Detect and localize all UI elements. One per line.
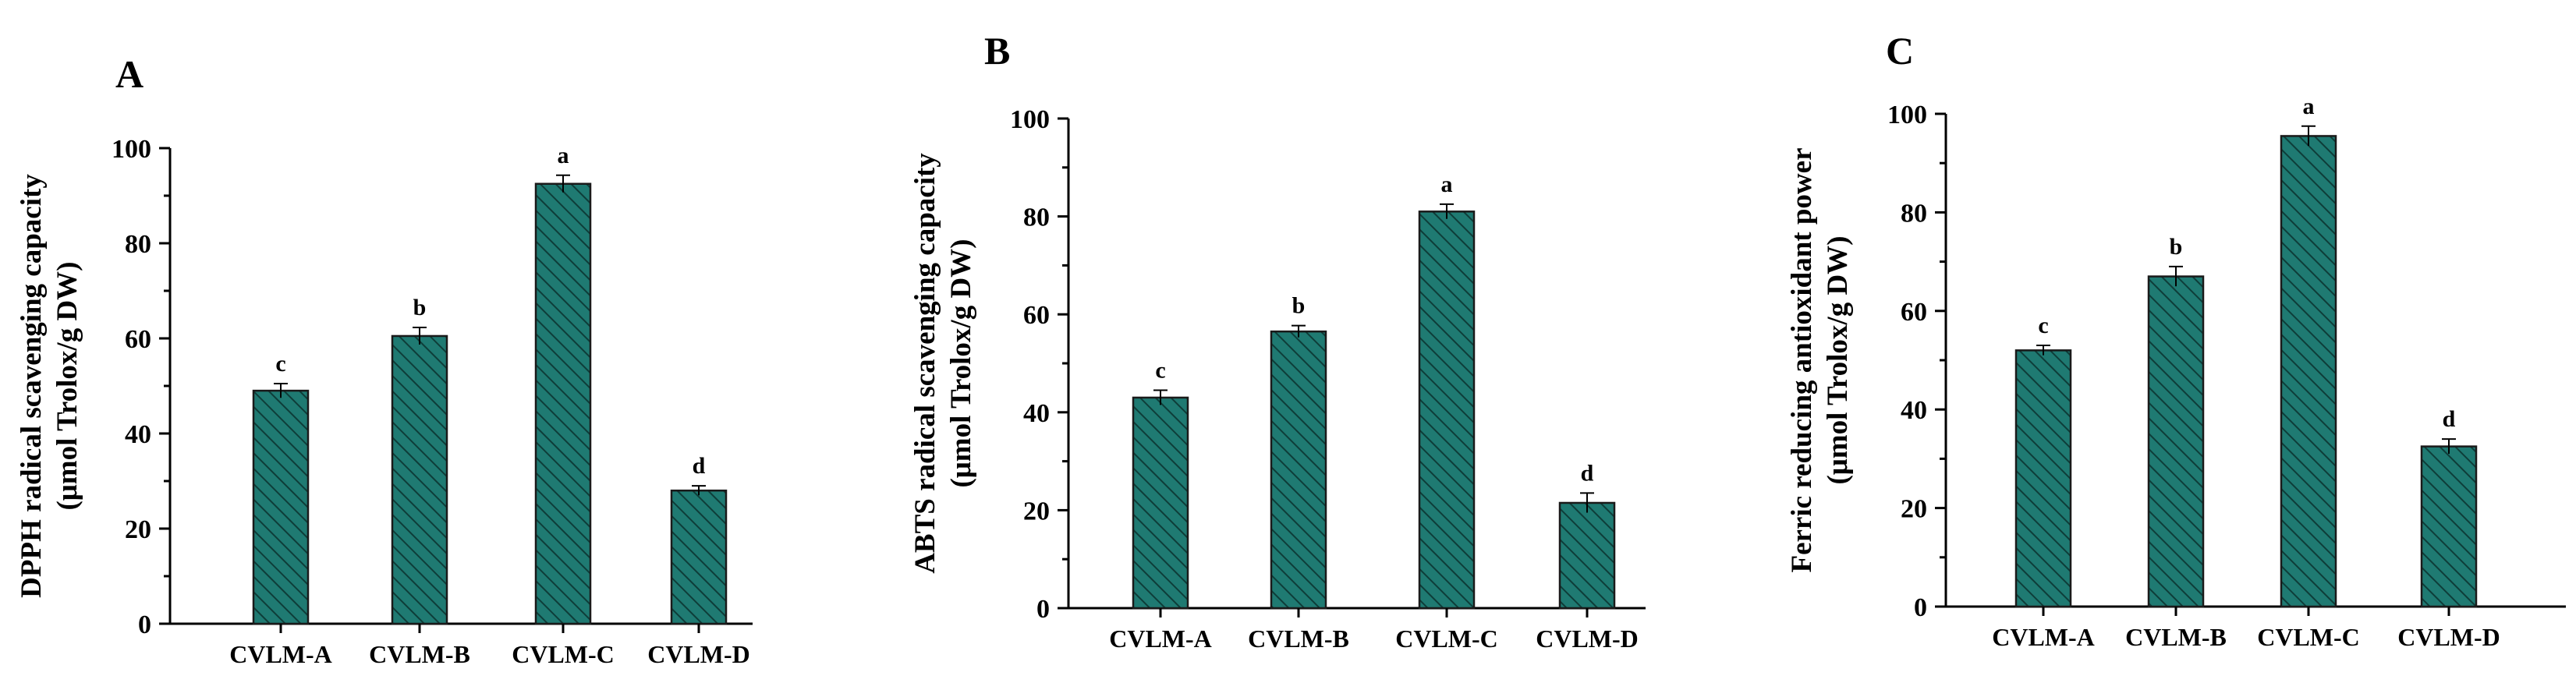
x-tick-label: CVLM-D <box>1536 625 1639 653</box>
x-tick-label: CVLM-A <box>229 640 332 668</box>
y-axis-title-line1: DPPH radical scavenging capacity <box>16 174 48 598</box>
y-tick-label: 100 <box>1010 105 1050 134</box>
y-tick-label: 20 <box>125 515 151 544</box>
x-tick-label: CVLM-B <box>1248 625 1349 653</box>
y-tick-label: 20 <box>1901 495 1927 524</box>
y-tick-label: 0 <box>1036 595 1050 624</box>
panel-letter: A <box>115 52 144 96</box>
bar-cvlm-d <box>670 489 728 625</box>
x-tick-label: CVLM-A <box>1109 625 1212 653</box>
bar-cvlm-b <box>1270 330 1327 610</box>
y-tick-label: 40 <box>1023 399 1050 428</box>
bar-cvlm-c <box>2280 135 2337 608</box>
y-tick-label: 80 <box>1023 203 1050 232</box>
y-tick-label: 0 <box>138 610 151 639</box>
x-tick-label: CVLM-C <box>1395 625 1498 653</box>
bar-cvlm-b <box>2147 275 2205 608</box>
x-tick-label: CVLM-A <box>1992 623 2095 651</box>
y-tick-label: 0 <box>1914 593 1927 622</box>
y-tick-label: 80 <box>1901 199 1927 228</box>
bar-cvlm-c <box>1418 211 1476 610</box>
x-tick-label: CVLM-D <box>2397 623 2500 651</box>
bar-cvlm-d <box>2420 445 2478 608</box>
y-axis-title-line1: ABTS radical scavenging capacity <box>909 153 941 574</box>
y-tick-label: 60 <box>125 325 151 354</box>
bar-cvlm-a <box>252 389 310 625</box>
bar-cvlm-a <box>1132 396 1189 610</box>
significance-label: c <box>2038 313 2048 338</box>
y-axis-title-line1: Ferric reducing antioxidant power <box>1786 147 1818 572</box>
bar-cvlm-d <box>1558 501 1616 610</box>
significance-label: c <box>1155 358 1165 384</box>
y-tick-label: 80 <box>125 230 151 259</box>
panel-b: B 0 20 40 60 80 100 c CVLM-A b CVLM-B a CVLM-C d CVLM-… <box>909 29 1646 653</box>
x-tick-label: CVLM-B <box>369 640 470 668</box>
bar-cvlm-a <box>2014 349 2072 608</box>
x-tick-label: CVLM-C <box>2257 623 2360 651</box>
bar-cvlm-b <box>391 334 448 625</box>
y-tick-label: 40 <box>125 420 151 449</box>
y-tick-label: 40 <box>1901 396 1927 425</box>
x-tick-label: CVLM-C <box>512 640 615 668</box>
y-axis-title-line2: (μmol Trolox/g DW) <box>945 239 977 487</box>
significance-label: b <box>1292 293 1306 319</box>
x-tick-label: CVLM-B <box>2125 623 2227 651</box>
significance-label: d <box>693 453 706 479</box>
panel-c: C 0 20 40 60 80 100 c CVLM-A b CVLM-B a CVLM-C d CVLM-… <box>1786 29 2566 651</box>
significance-label: d <box>2443 406 2456 432</box>
significance-label: c <box>275 351 285 377</box>
y-tick-label: 20 <box>1023 497 1050 525</box>
x-tick-label: CVLM-D <box>647 640 750 668</box>
significance-label: a <box>558 143 569 168</box>
bar-cvlm-c <box>534 182 592 625</box>
significance-label: b <box>2170 234 2183 260</box>
panel-a: A 0 20 40 60 80 100 c CVLM-A b CVLM-B a CVLM-C d CVLM-… <box>16 52 753 668</box>
y-tick-label: 60 <box>1901 298 1927 327</box>
significance-label: a <box>2303 94 2315 119</box>
y-tick-label: 60 <box>1023 301 1050 330</box>
panel-letter: B <box>984 29 1010 73</box>
significance-label: a <box>1441 172 1453 197</box>
y-axis-title-line2: (μmol Trolox/g DW) <box>51 261 83 510</box>
y-axis-title-line2: (μmol Trolox/g DW) <box>1822 235 1854 484</box>
y-tick-label: 100 <box>112 135 151 164</box>
y-tick-label: 100 <box>1887 101 1927 129</box>
significance-label: b <box>413 295 427 320</box>
panel-letter: C <box>1886 29 1914 73</box>
significance-label: d <box>1581 460 1594 486</box>
